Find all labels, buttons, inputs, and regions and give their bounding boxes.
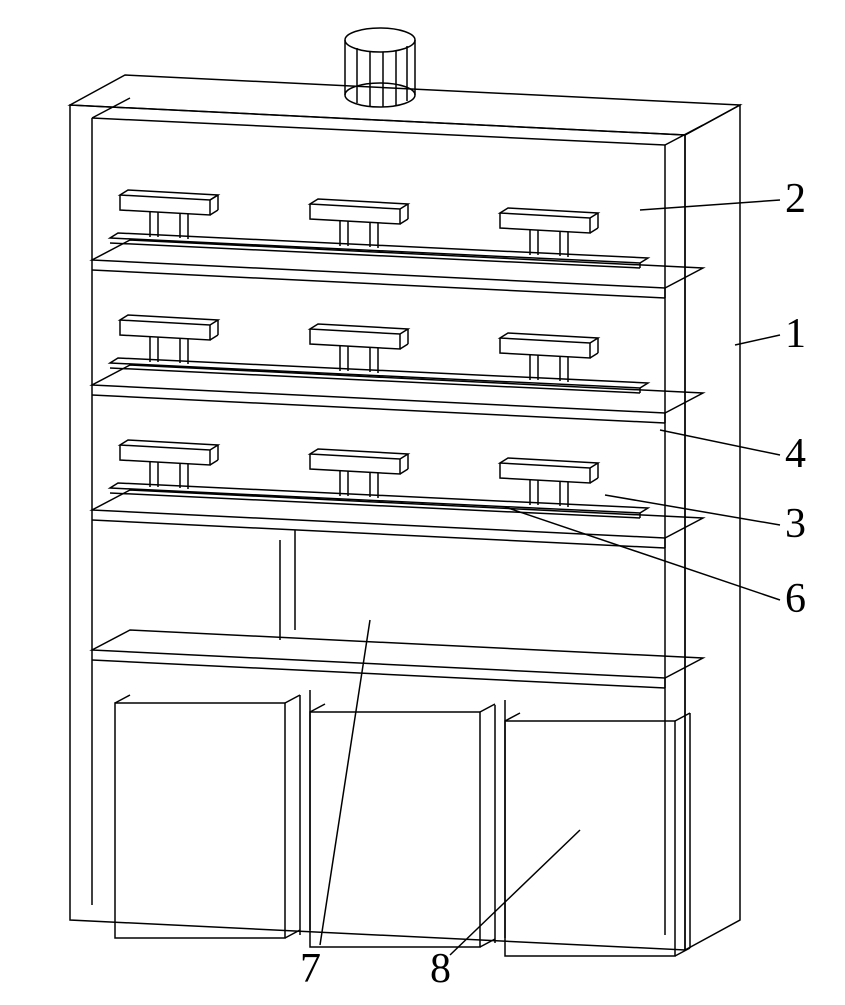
callout-6: 6 [785,575,806,623]
callout-2: 2 [785,175,806,223]
bracket-1-1 [120,190,218,239]
bracket-2-1 [120,315,218,364]
bracket-2-3 [500,333,598,382]
shelf-2 [92,365,703,423]
bracket-3-2 [310,449,408,498]
callout-4: 4 [785,430,806,478]
diagram-svg [0,0,845,1000]
bracket-3-3 [500,458,598,507]
callout-7: 7 [300,945,321,993]
rail-row-3 [110,440,648,518]
shelf-1 [92,240,703,298]
bracket-3-1 [120,440,218,489]
drawer-section [115,690,690,956]
callout-lines [320,200,780,955]
rail-row-1 [110,190,648,268]
top-cylinder [345,28,415,107]
drawer-1 [115,695,300,938]
bracket-1-2 [310,199,408,248]
rail-row-2 [110,315,648,393]
drawer-3 [505,713,690,956]
technical-diagram: 2 1 4 3 6 7 8 [0,0,845,1000]
shelf-3 [92,490,703,548]
vertical-divider [280,530,295,640]
cabinet-drawing [70,28,780,956]
callout-1: 1 [785,310,806,358]
shelf-4 [92,630,703,688]
callout-8: 8 [430,945,451,993]
callout-3: 3 [785,500,806,548]
bracket-2-2 [310,324,408,373]
bracket-1-3 [500,208,598,257]
